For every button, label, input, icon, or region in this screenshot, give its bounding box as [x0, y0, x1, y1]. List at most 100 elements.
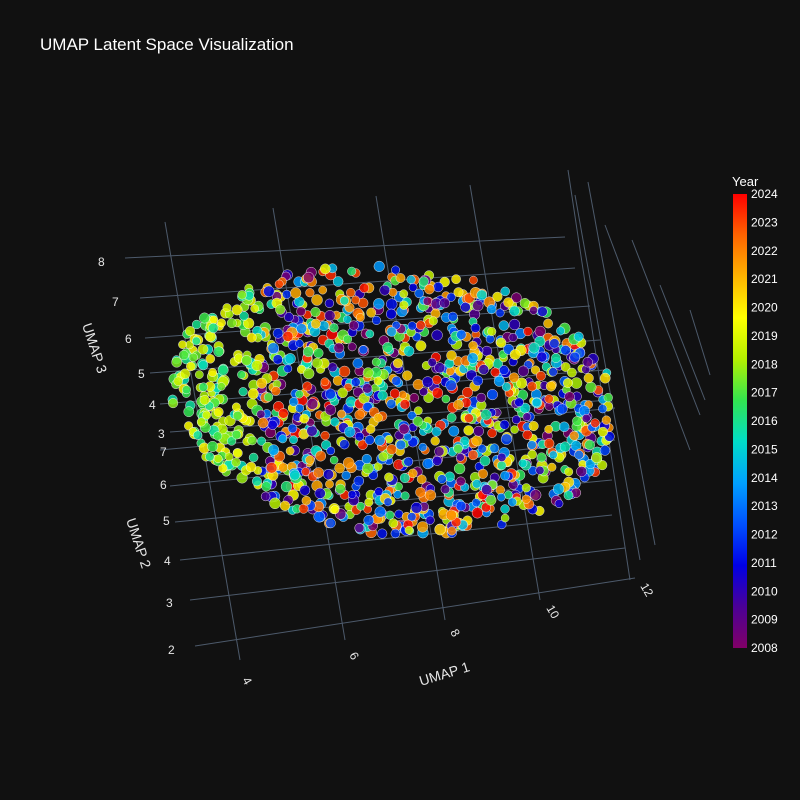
scatter-point [510, 425, 519, 434]
scatter-point [356, 501, 366, 511]
z-tick-label: 4 [149, 398, 156, 412]
scatter-point [427, 357, 437, 367]
scatter-point [476, 289, 488, 301]
scatter-point [508, 332, 518, 343]
scatter-point [398, 390, 408, 400]
scatter-point [434, 523, 446, 536]
colorbar-tick-label: 2013 [751, 499, 778, 513]
scatter-point [347, 490, 357, 499]
scatter-point [590, 418, 600, 428]
scatter-point [301, 495, 312, 506]
scatter-point [313, 510, 325, 523]
scatter-point [182, 385, 191, 395]
scatter-point [314, 487, 326, 499]
y-grid-line-2 [194, 577, 636, 647]
z-tick-label: 3 [158, 427, 165, 441]
scatter-point [389, 388, 400, 399]
scatter-point [342, 457, 355, 469]
scatter-point [528, 342, 540, 354]
y-tick-label: 3 [166, 596, 173, 610]
scatter-point [446, 350, 457, 361]
scatter-point [320, 377, 330, 387]
scatter-point [508, 372, 520, 383]
scatter-point [486, 389, 498, 401]
scatter-point [407, 321, 417, 331]
scatter-point [275, 304, 286, 315]
scatter-point [278, 408, 289, 419]
scatter-point [415, 340, 427, 352]
scatter-point [313, 467, 324, 479]
scatter-point [487, 428, 497, 438]
scatter-point [388, 518, 399, 529]
scatter-point [471, 507, 484, 519]
scatter-point [347, 342, 357, 352]
scatter-point [224, 452, 234, 462]
scatter-point [430, 436, 440, 446]
scatter-point [341, 470, 351, 481]
scatter-point [373, 298, 385, 310]
scatter-point [522, 429, 533, 440]
z-axis: 8 7 6 5 4 3 UMAP 3 [79, 255, 165, 441]
scatter-point [478, 364, 489, 375]
right-wall-line-4 [659, 284, 706, 401]
scatter-point [311, 357, 323, 369]
scatter-point [263, 392, 274, 402]
scatter-point [355, 313, 365, 322]
scatter-point [455, 500, 467, 512]
scatter-point [422, 296, 432, 306]
right-wall-line-1 [587, 181, 656, 546]
scatter-point [285, 446, 295, 456]
scatter-point [431, 387, 444, 399]
scatter-point [479, 455, 491, 467]
colorbar-title: Year [732, 174, 759, 189]
scatter-point [473, 425, 484, 437]
colorbar-tick-label: 2009 [751, 613, 778, 627]
scatter-point [535, 465, 545, 475]
scatter-point [572, 416, 583, 427]
scatter-point [408, 283, 418, 292]
scatter-point [498, 320, 510, 331]
scatter-point [507, 497, 517, 507]
scatter-point [295, 339, 304, 348]
scatter-point [437, 474, 447, 484]
scatter-point [456, 453, 465, 462]
scatter-point [496, 460, 507, 471]
scatter-point [585, 458, 596, 470]
scatter-point [185, 326, 196, 337]
scatter-point [500, 433, 513, 445]
scatter-point [301, 467, 310, 476]
scatter-point [239, 311, 249, 321]
scatter-point [527, 440, 537, 450]
scatter-point [256, 436, 267, 446]
colorbar-tick-label: 2024 [751, 187, 778, 201]
colorbar-tick-label: 2019 [751, 329, 778, 343]
scatter-point [500, 286, 510, 297]
scatter-point [556, 403, 568, 415]
scatter-point [470, 323, 481, 333]
scatter-point [202, 410, 212, 420]
scatter-point [549, 338, 560, 349]
colorbar-tick-label: 2014 [751, 471, 778, 485]
scatter-point [403, 456, 414, 467]
scatter-point [543, 438, 555, 449]
scatter-point [191, 336, 201, 346]
scatter-point [324, 404, 337, 416]
scatter-point [569, 351, 581, 363]
scatter-point [424, 284, 435, 295]
x-tick-label: 12 [637, 581, 656, 600]
scatter-point [365, 424, 376, 434]
scatter-point [283, 364, 293, 374]
scatter-point [476, 392, 487, 403]
scatter-point [445, 509, 457, 521]
y-tick-label: 5 [163, 514, 170, 528]
scatter-point [445, 379, 457, 392]
scatter-point [326, 446, 336, 456]
scatter-point [371, 315, 382, 325]
scatter-point [528, 420, 539, 432]
scatter-point [373, 376, 383, 386]
scatter-point [509, 305, 520, 317]
scatter-point [448, 425, 460, 437]
scatter-point [446, 292, 456, 302]
scatter-point [365, 329, 375, 339]
